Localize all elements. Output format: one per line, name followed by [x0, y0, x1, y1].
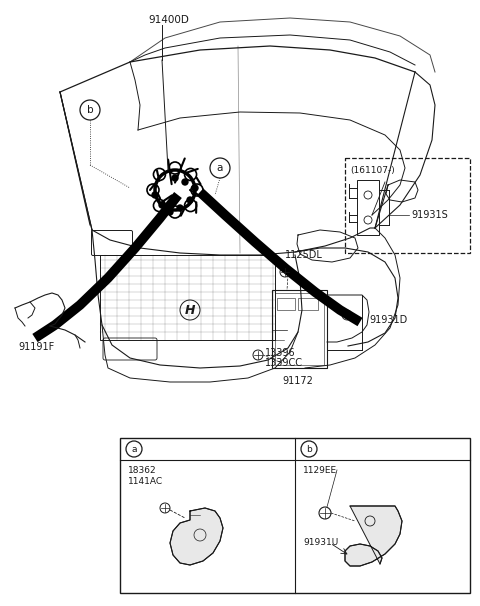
Circle shape: [182, 179, 188, 185]
Text: 91172: 91172: [282, 376, 313, 386]
Text: a: a: [217, 163, 223, 173]
Text: 1339CC: 1339CC: [265, 358, 303, 368]
Bar: [345, 158, 470, 253]
Circle shape: [187, 197, 193, 203]
Text: b: b: [87, 105, 93, 115]
Circle shape: [167, 209, 173, 215]
Bar: [272, 290, 327, 368]
Text: 1125DL: 1125DL: [285, 250, 323, 260]
Circle shape: [152, 192, 158, 198]
Text: (161107-): (161107-): [350, 166, 395, 175]
Circle shape: [172, 175, 178, 181]
Text: 91400D: 91400D: [148, 15, 189, 25]
Bar: [357, 180, 379, 235]
Bar: [100, 255, 275, 340]
Circle shape: [192, 185, 198, 191]
Text: b: b: [306, 444, 312, 453]
Bar: [275, 293, 324, 365]
Text: H: H: [185, 304, 195, 316]
Bar: [120, 438, 470, 593]
Text: 13396: 13396: [265, 348, 296, 358]
Bar: [298, 298, 318, 310]
Text: 91931U: 91931U: [303, 538, 338, 547]
Text: 1141AC: 1141AC: [128, 477, 163, 486]
Text: a: a: [131, 444, 137, 453]
Text: 91931D: 91931D: [369, 315, 407, 325]
Text: 18362: 18362: [128, 466, 156, 475]
Circle shape: [159, 202, 165, 208]
Circle shape: [177, 205, 183, 211]
Text: 91931S: 91931S: [411, 210, 448, 220]
Bar: [277, 298, 295, 310]
Text: 91191F: 91191F: [18, 342, 54, 352]
Polygon shape: [345, 506, 402, 566]
Text: 1129EE: 1129EE: [303, 466, 337, 475]
Polygon shape: [170, 508, 223, 565]
